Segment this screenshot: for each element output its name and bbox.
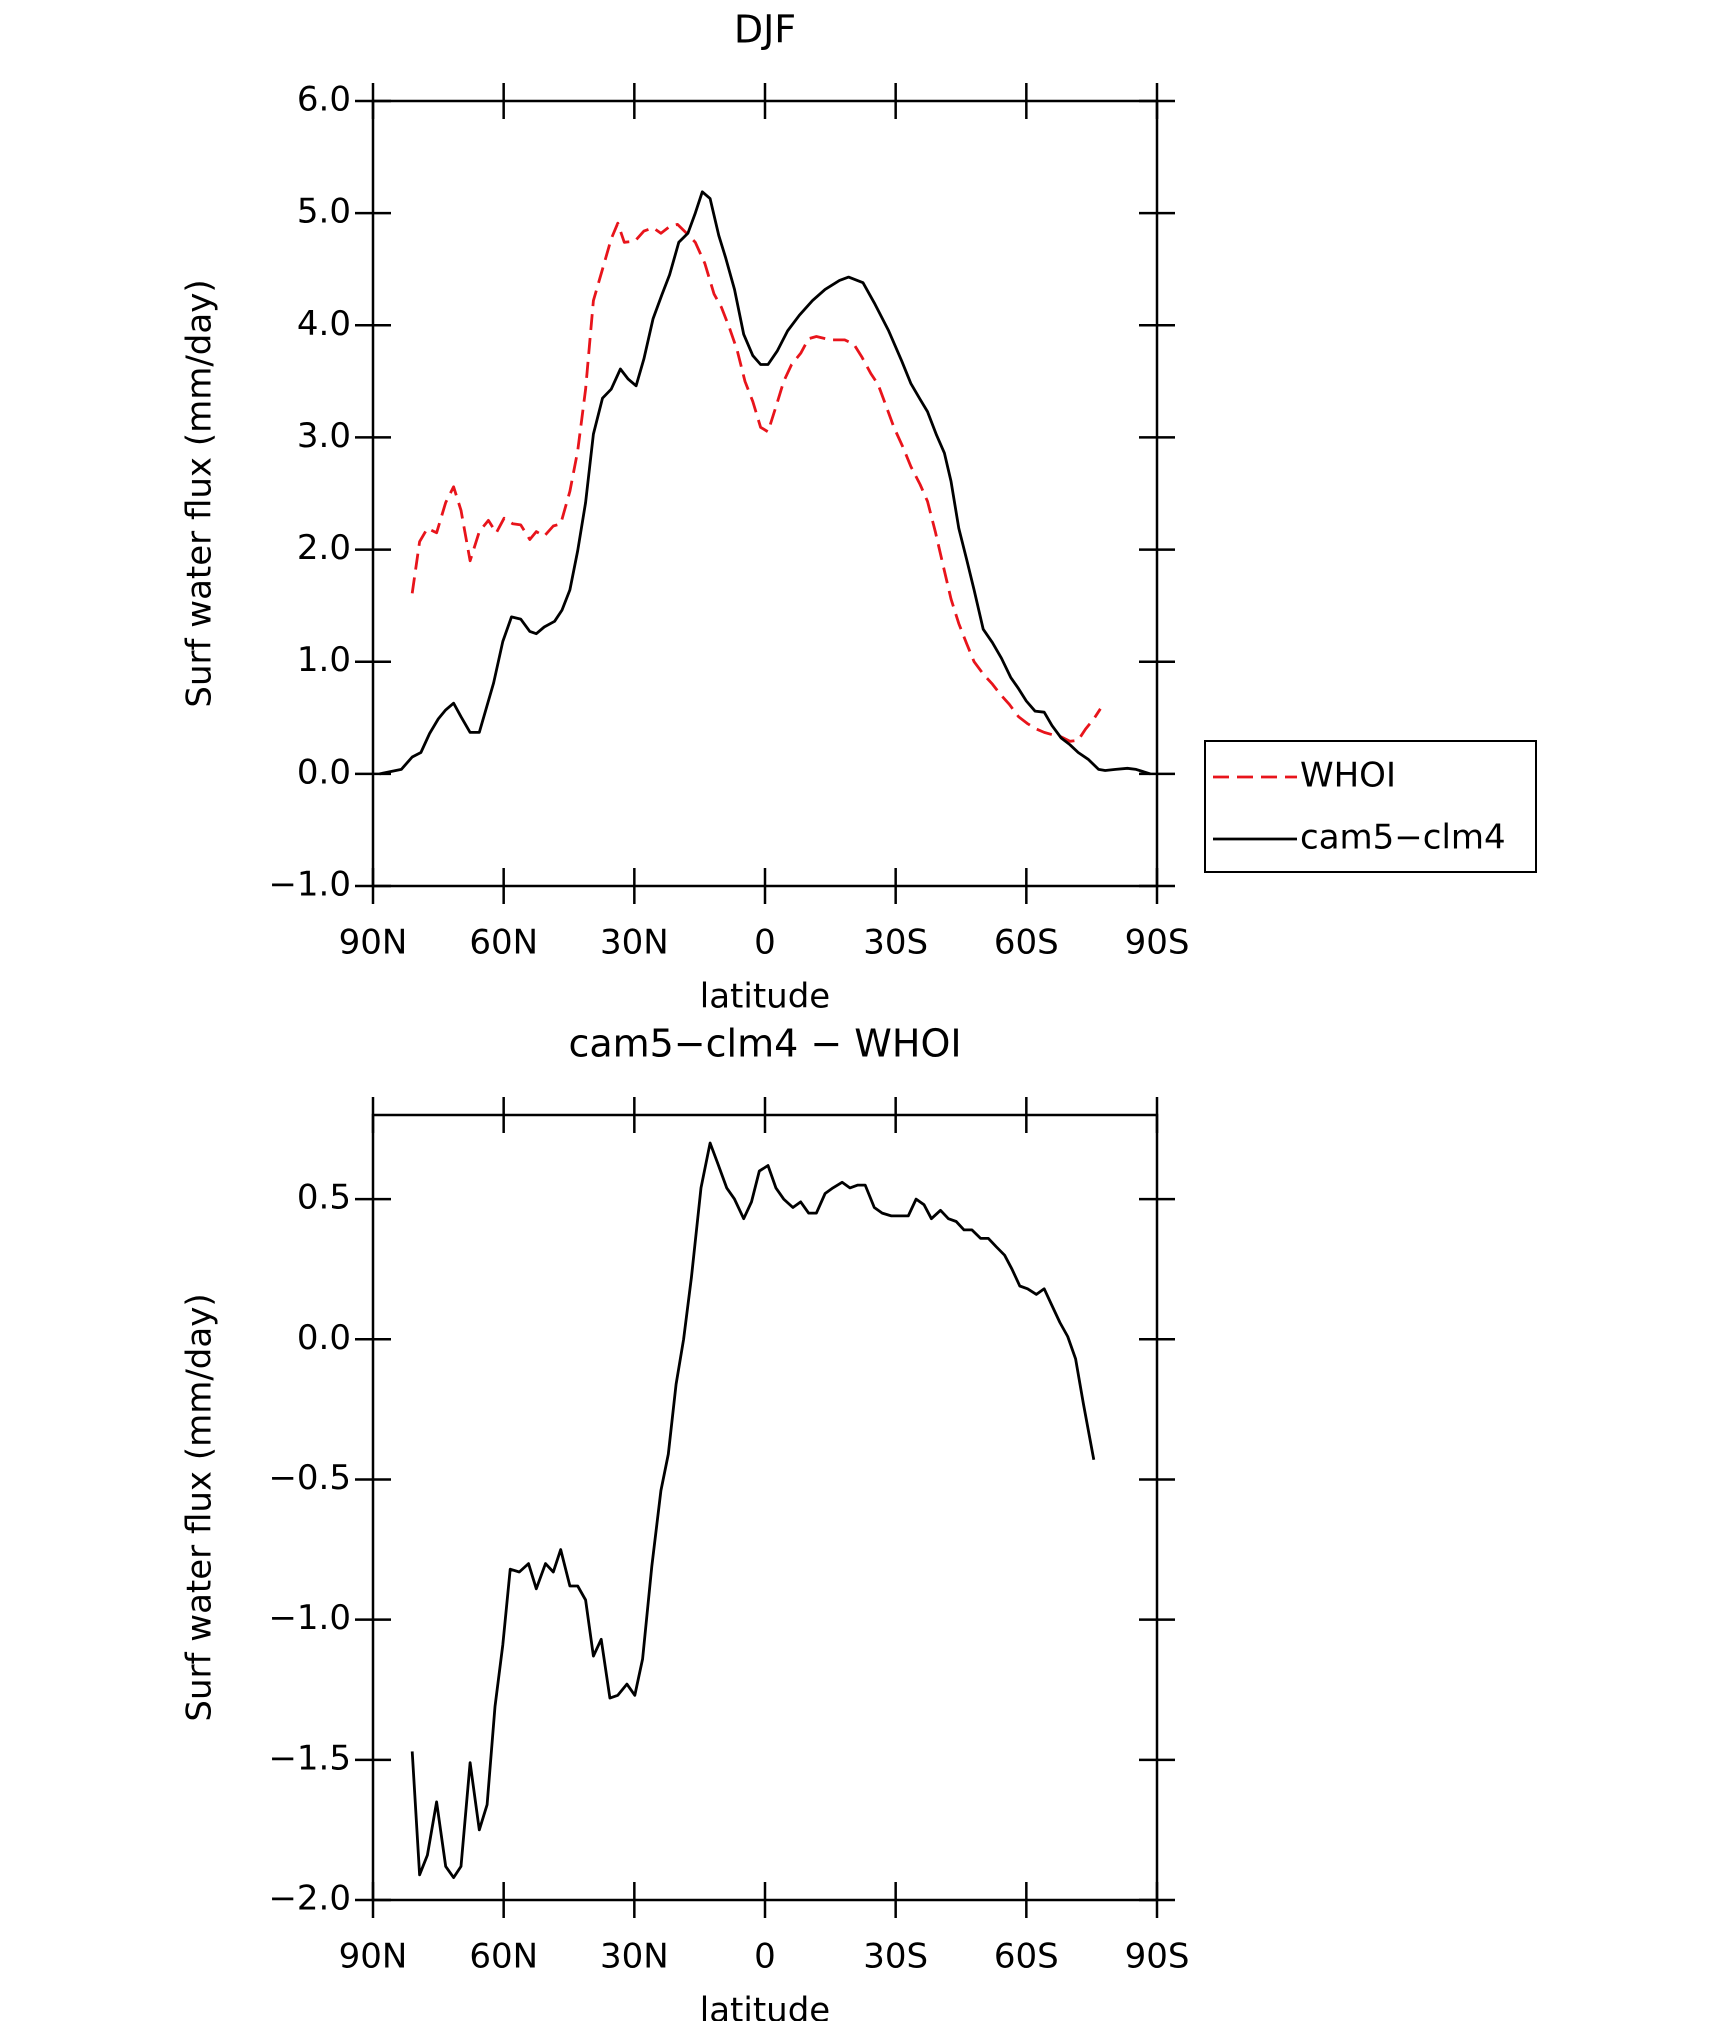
- y-tick-label: 0.5: [297, 1178, 351, 1218]
- data-line: [379, 190, 1151, 776]
- legend-box: [1204, 740, 1537, 873]
- y-tick-label: 4.0: [297, 304, 351, 344]
- x-axis-label: latitude: [700, 1991, 830, 2021]
- plot-frame: [371, 99, 1159, 888]
- y-tick-label: −1.0: [268, 1598, 351, 1638]
- x-tick-label: 60N: [469, 923, 538, 963]
- y-tick-label: 6.0: [297, 80, 351, 120]
- legend-label: cam5−clm4: [1300, 818, 1506, 858]
- x-tick-label: 0: [754, 923, 776, 963]
- chart-title: DJF: [734, 8, 796, 52]
- y-tick-label: −1.5: [268, 1738, 351, 1778]
- legend-label: WHOI: [1300, 756, 1396, 796]
- y-tick-label: −1.0: [268, 865, 351, 905]
- y-tick-label: 2.0: [297, 528, 351, 568]
- y-axis-label: Surf water flux (mm/day): [180, 279, 220, 707]
- y-axis-label: Surf water flux (mm/day): [180, 1293, 220, 1721]
- x-tick-label: 0: [754, 1937, 776, 1977]
- x-tick-label: 30S: [863, 1937, 928, 1977]
- x-tick-label: 30S: [863, 923, 928, 963]
- data-line: [410, 1141, 1096, 1879]
- x-axis-label: latitude: [700, 977, 830, 1017]
- x-tick-label: 30N: [600, 923, 669, 963]
- x-tick-label: 30N: [600, 1937, 669, 1977]
- y-tick-label: 1.0: [297, 640, 351, 680]
- y-tick-label: 0.0: [297, 1318, 351, 1358]
- x-tick-label: 90S: [1125, 923, 1190, 963]
- data-line: [410, 221, 1102, 743]
- y-tick-label: −0.5: [268, 1458, 351, 1498]
- x-tick-label: 90N: [339, 923, 408, 963]
- plot-frame: [371, 1113, 1159, 1902]
- x-tick-label: 90S: [1125, 1937, 1190, 1977]
- x-tick-label: 60S: [994, 923, 1059, 963]
- x-tick-label: 90N: [339, 1937, 408, 1977]
- y-tick-label: −2.0: [268, 1879, 351, 1919]
- y-tick-label: 3.0: [297, 416, 351, 456]
- chart-title: cam5−clm4 − WHOI: [568, 1022, 961, 1066]
- x-tick-label: 60N: [469, 1937, 538, 1977]
- x-tick-label: 60S: [994, 1937, 1059, 1977]
- y-tick-label: 5.0: [297, 192, 351, 232]
- y-tick-label: 0.0: [297, 752, 351, 792]
